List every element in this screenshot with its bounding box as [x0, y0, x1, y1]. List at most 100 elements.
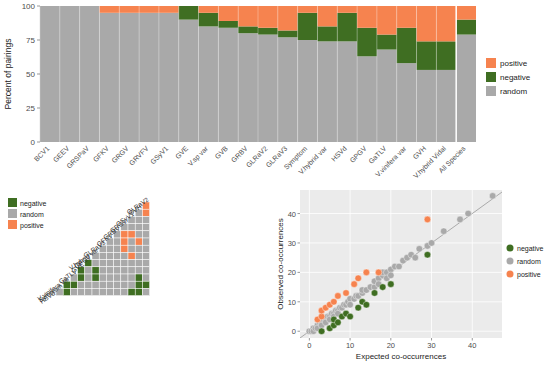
bar-divider	[317, 6, 318, 142]
bar-segment	[80, 6, 100, 7]
bar-segment	[397, 6, 417, 28]
bar-divider	[337, 6, 338, 142]
point	[457, 216, 464, 223]
matrix-cell	[114, 238, 121, 245]
matrix-cell	[114, 260, 121, 267]
point	[331, 299, 338, 306]
bar-divider	[396, 6, 397, 142]
bar-segment	[80, 6, 100, 142]
point	[489, 193, 496, 200]
matrix-cell	[121, 260, 128, 267]
point	[347, 313, 354, 320]
bar-segment	[456, 20, 476, 35]
y-tick-label: 25	[26, 104, 35, 113]
bar-segment	[417, 6, 437, 41]
matrix-cell	[85, 281, 92, 288]
matrix-cell	[106, 260, 113, 267]
x-tick-label: 10	[346, 341, 354, 350]
matrix-cell	[99, 252, 106, 259]
matrix-cell	[142, 224, 149, 231]
bar-segment	[278, 30, 298, 37]
y-tick-label: 20	[288, 268, 296, 277]
plot-background	[300, 190, 502, 338]
matrix-cell	[121, 231, 128, 238]
matrix-cell	[85, 274, 92, 281]
point	[363, 269, 370, 276]
bar-segment	[60, 6, 80, 7]
y-axis-title: Percent of pairings	[3, 39, 13, 110]
bar-segment	[159, 6, 179, 13]
matrix-cell	[142, 252, 149, 259]
matrix-cell	[135, 281, 142, 288]
matrix-cell	[78, 274, 85, 281]
matrix-cell	[128, 252, 135, 259]
matrix-cell	[70, 288, 77, 295]
bar-segment	[298, 40, 318, 142]
x-tick-label: 20	[387, 341, 395, 350]
bar-segment	[179, 20, 199, 142]
x-tick-label: BCV1	[33, 145, 51, 163]
bar-segment	[139, 6, 159, 13]
matrix-cell	[121, 252, 128, 259]
bar-divider	[455, 6, 457, 142]
legend-swatch	[486, 86, 496, 96]
matrix-cell	[142, 209, 149, 216]
bar-divider	[178, 6, 179, 142]
matrix-cell	[142, 260, 149, 267]
matrix-cell	[106, 288, 113, 295]
bar-segment	[317, 6, 337, 26]
bar-segment	[377, 50, 397, 142]
x-tick-label: V.hybrid Vidal	[412, 144, 448, 180]
point	[440, 228, 447, 235]
matrix-cell	[106, 274, 113, 281]
bar-divider	[376, 6, 377, 142]
legend-marker	[507, 271, 514, 278]
bar-segment	[258, 28, 278, 35]
bar-segment	[199, 13, 219, 27]
bar-segment	[278, 6, 298, 30]
matrix-cell	[135, 288, 142, 295]
bar-segment	[218, 6, 238, 21]
legend-swatch	[8, 209, 17, 218]
y-tick	[298, 272, 301, 273]
bar-segment	[238, 26, 258, 33]
matrix-cell	[78, 288, 85, 295]
point	[424, 216, 431, 223]
matrix-cell	[78, 281, 85, 288]
bar-segment	[337, 41, 357, 142]
point	[396, 263, 403, 270]
legend-label: negative	[517, 245, 544, 253]
bar-segment	[298, 13, 318, 40]
matrix-cell	[142, 274, 149, 281]
matrix-cell	[99, 281, 106, 288]
matrix-cell	[106, 281, 113, 288]
bar-divider	[218, 6, 219, 142]
y-tick	[298, 213, 301, 214]
bar-segment	[99, 13, 119, 142]
legend-marker	[507, 258, 514, 265]
bar-segment	[40, 6, 60, 142]
matrix-cell	[63, 288, 70, 295]
matrix-cell	[106, 245, 113, 252]
matrix-cell	[135, 231, 142, 238]
y-tick	[37, 74, 40, 75]
point	[351, 281, 358, 288]
bar-segment	[317, 26, 337, 41]
matrix-cell	[128, 260, 135, 267]
bar-segment	[99, 6, 119, 13]
point	[347, 301, 354, 308]
bar-segment	[436, 6, 456, 41]
x-axis-title: Expected co-occurrences	[356, 352, 446, 361]
matrix-cell	[92, 267, 99, 274]
bar-segment	[417, 41, 437, 70]
y-tick-label: 100	[22, 2, 36, 11]
matrix-cell	[121, 238, 128, 245]
bar-segment	[417, 70, 437, 142]
matrix-cell	[99, 260, 106, 267]
bar-segment	[119, 13, 139, 142]
bar-segment	[298, 6, 318, 13]
matrix-cell	[92, 260, 99, 267]
x-tick-label: GFKV	[92, 145, 111, 164]
matrix	[56, 202, 150, 296]
matrix-cell	[142, 238, 149, 245]
